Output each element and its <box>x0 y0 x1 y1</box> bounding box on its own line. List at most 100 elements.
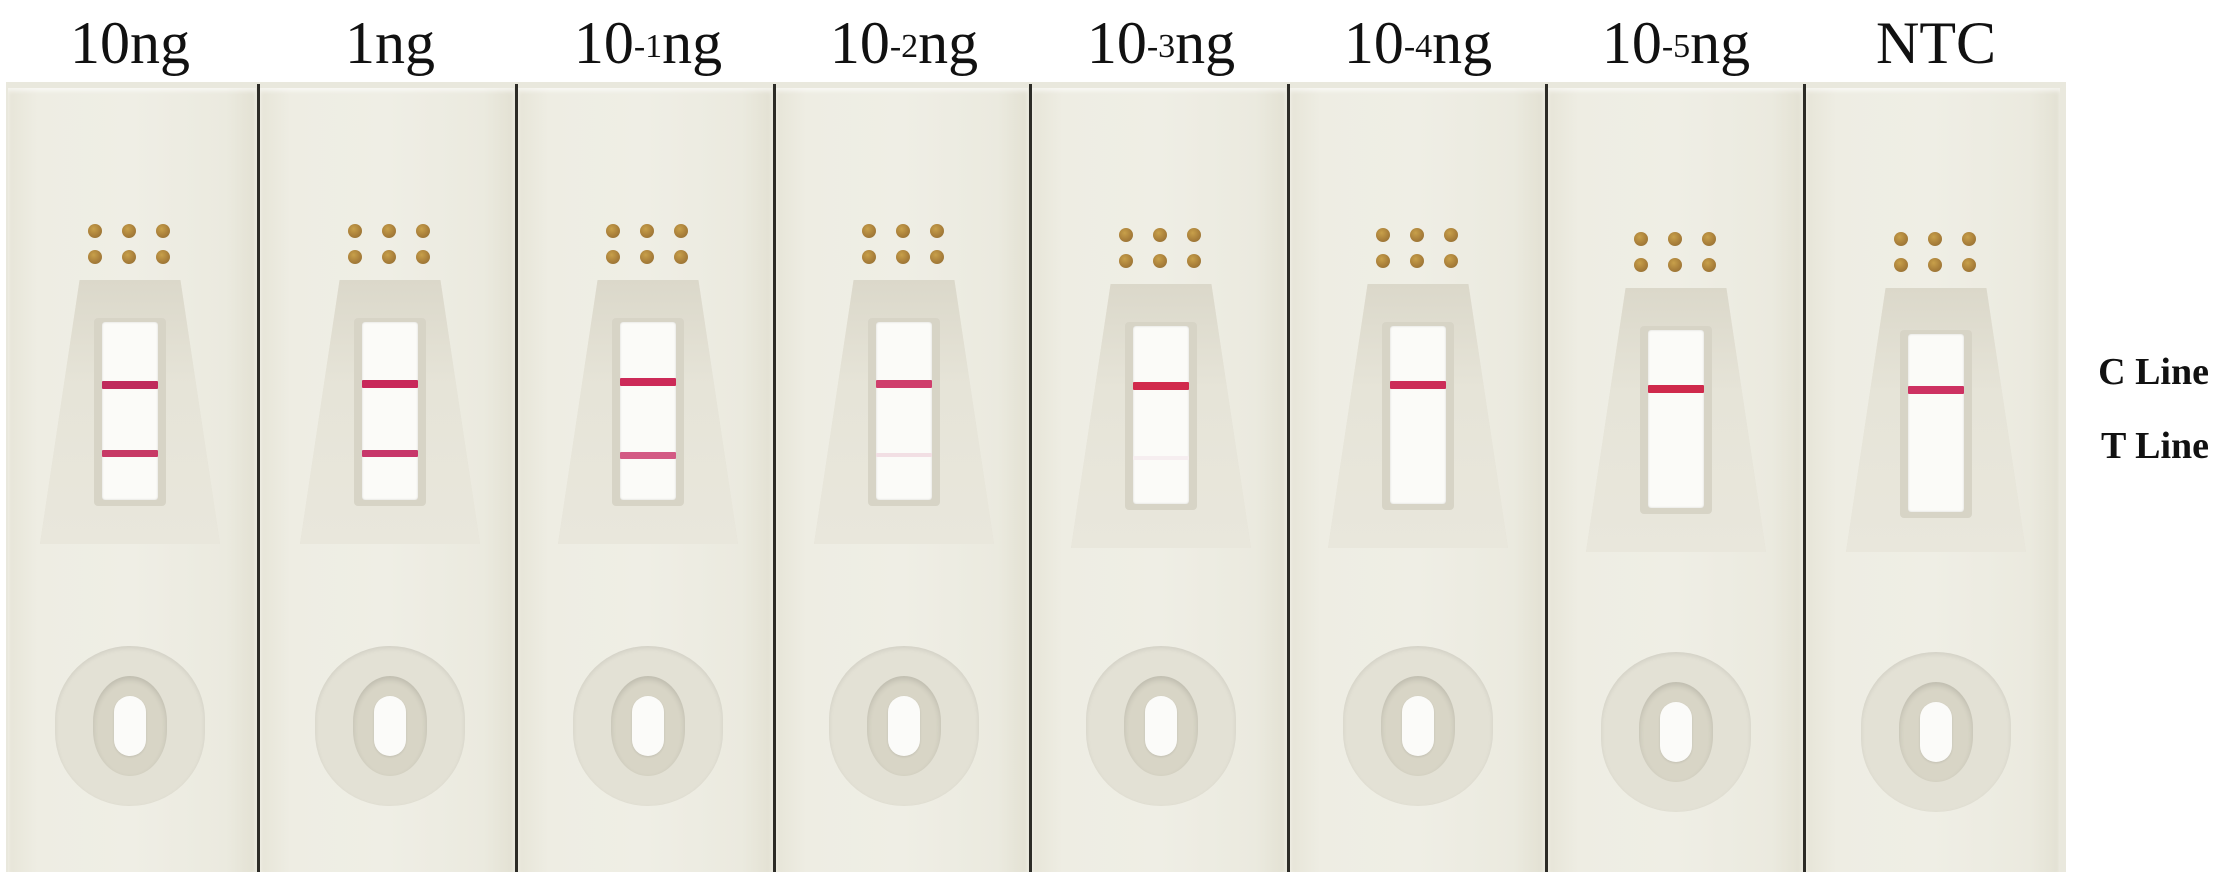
indicator-dots <box>348 224 432 264</box>
label-base: 10 <box>70 10 130 76</box>
sample-well <box>1601 652 1751 812</box>
indicator-dot <box>382 224 396 238</box>
indicator-dot <box>88 224 102 238</box>
cassette-divider <box>1287 84 1290 872</box>
result-window <box>1382 322 1454 510</box>
indicator-dot <box>382 250 396 264</box>
sample-well-recess <box>611 676 685 776</box>
test-line <box>876 453 932 457</box>
indicator-dot <box>1376 228 1390 242</box>
indicator-dot <box>1668 232 1682 246</box>
cassette-label: NTC <box>1806 8 2066 78</box>
indicator-dot <box>1894 232 1908 246</box>
indicator-dot <box>1119 254 1133 268</box>
sample-well <box>315 646 465 806</box>
indicator-dot <box>416 250 430 264</box>
indicator-dot <box>156 224 170 238</box>
result-window <box>1900 330 1972 518</box>
sample-well <box>573 646 723 806</box>
indicator-dots <box>606 224 690 264</box>
label-exponent: -2 <box>889 28 919 65</box>
control-line <box>102 381 158 389</box>
t-line-label: T Line <box>2100 425 2209 467</box>
indicator-dot <box>1153 228 1167 242</box>
test-line <box>620 452 676 459</box>
test-line <box>362 450 418 457</box>
result-window <box>94 318 166 506</box>
label-base: 10 <box>1343 10 1404 76</box>
label-unit: ng <box>1175 10 1236 76</box>
control-line <box>876 380 932 388</box>
test-line <box>102 450 158 457</box>
result-window <box>612 318 684 506</box>
c-line-label: C Line <box>2098 351 2209 393</box>
label-base: 10 <box>829 10 890 76</box>
sample-well <box>1343 646 1493 806</box>
indicator-dot <box>1634 258 1648 272</box>
indicator-dot <box>1410 254 1424 268</box>
label-unit: ng <box>662 10 723 76</box>
result-window <box>868 318 940 506</box>
indicator-dot <box>862 224 876 238</box>
indicator-dot <box>348 250 362 264</box>
indicator-dot <box>1410 228 1424 242</box>
indicator-dot <box>896 250 910 264</box>
indicator-dot <box>1634 232 1648 246</box>
sample-pad <box>1402 696 1434 756</box>
indicator-dot <box>1928 232 1942 246</box>
sample-well-recess <box>867 676 941 776</box>
indicator-dot <box>1187 254 1201 268</box>
cassette-label: 10-4ng <box>1288 8 1548 78</box>
label-base: 10 <box>573 10 634 76</box>
label-exponent: -3 <box>1146 28 1176 65</box>
indicator-dot <box>1894 258 1908 272</box>
label-unit: ng <box>1432 10 1493 76</box>
control-line <box>362 380 418 388</box>
cassette-divider <box>1803 84 1806 872</box>
indicator-dot <box>674 250 688 264</box>
sample-pad <box>114 696 146 756</box>
indicator-dots <box>1119 228 1203 268</box>
label-unit: ng <box>1690 10 1751 76</box>
label-exponent: -4 <box>1403 28 1433 65</box>
sample-well-recess <box>1639 682 1713 782</box>
indicator-dot <box>416 224 430 238</box>
cassette-divider <box>515 84 518 872</box>
label-base: 10 <box>1086 10 1147 76</box>
cassette-divider <box>257 84 260 872</box>
sample-well-recess <box>1899 682 1973 782</box>
cassette-label: 10ng <box>0 8 260 78</box>
label-base: NTC <box>1876 10 1996 76</box>
indicator-dots <box>1894 232 1978 272</box>
indicator-dot <box>1668 258 1682 272</box>
sample-pad <box>632 696 664 756</box>
indicator-dot <box>1444 228 1458 242</box>
indicator-dot <box>862 250 876 264</box>
indicator-dot <box>1702 232 1716 246</box>
label-unit: ng <box>375 10 435 76</box>
label-base: 10 <box>1601 10 1662 76</box>
indicator-dot <box>606 250 620 264</box>
indicator-dots <box>1634 232 1718 272</box>
cassette-label: 10-5ng <box>1546 8 1806 78</box>
test-strip <box>362 322 418 500</box>
sample-well-recess <box>1124 676 1198 776</box>
cassette-label: 10-2ng <box>774 8 1034 78</box>
indicator-dot <box>348 224 362 238</box>
test-strip <box>1908 334 1964 512</box>
test-strip <box>1390 326 1446 504</box>
cassette-label: 1ng <box>260 8 520 78</box>
sample-pad <box>1660 702 1692 762</box>
cassette-divider <box>1029 84 1032 872</box>
sample-well-recess <box>1381 676 1455 776</box>
indicator-dot <box>1119 228 1133 242</box>
sample-well <box>829 646 979 806</box>
result-window <box>1125 322 1197 510</box>
result-window <box>354 318 426 506</box>
cassette-divider <box>773 84 776 872</box>
indicator-dot <box>606 224 620 238</box>
sample-well <box>55 646 205 806</box>
sample-pad <box>374 696 406 756</box>
sample-well <box>1086 646 1236 806</box>
label-base: 1 <box>345 10 375 76</box>
